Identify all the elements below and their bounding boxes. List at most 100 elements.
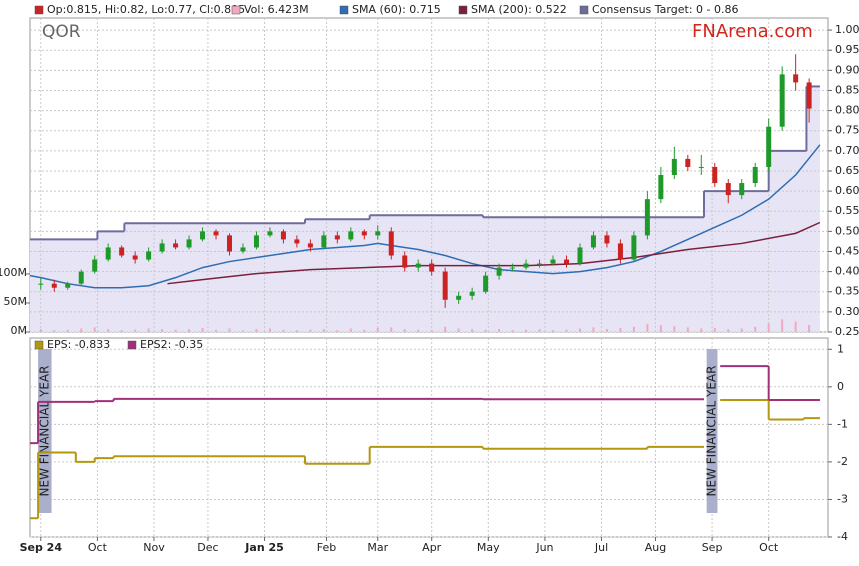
candle-body: [590, 235, 596, 248]
candle-body: [671, 158, 677, 175]
volume-bar: [565, 329, 568, 332]
volume-bar: [390, 327, 393, 332]
candle-body: [146, 251, 152, 260]
volume-bar: [39, 329, 42, 332]
volume-bar: [619, 327, 622, 332]
volume-bar: [363, 329, 366, 332]
y-tick-label: 1: [837, 342, 844, 355]
volume-bar: [403, 329, 406, 332]
volume-bar: [552, 330, 555, 332]
y-tick-label: 0.25: [835, 325, 859, 338]
candle-body: [415, 263, 421, 268]
y-tick-label: 0.45: [835, 244, 859, 257]
candle-body: [213, 231, 219, 236]
consensus-fill: [30, 86, 820, 332]
x-tick-label: Sep: [702, 541, 723, 554]
candle-body: [510, 267, 516, 269]
volume-bar: [241, 330, 244, 332]
legend-swatch: [231, 5, 241, 15]
y-tick-label: -2: [837, 455, 848, 468]
y-tick-label: 0.80: [835, 104, 859, 117]
volume-bar: [659, 325, 662, 332]
legend-swatch: [339, 5, 349, 15]
candle-body: [631, 235, 637, 260]
volume-bar: [767, 323, 770, 332]
eps-panel: [29, 337, 829, 538]
volume-bar: [444, 326, 447, 332]
x-tick-label: Jun: [535, 541, 553, 554]
candle-body: [267, 231, 273, 236]
volume-bar: [794, 321, 797, 332]
x-tick-label: Oct: [88, 541, 108, 554]
brand: FNArena.com: [692, 21, 813, 42]
candle-body: [537, 263, 543, 265]
annotation-text: NEW FINANCIAL YEAR: [705, 366, 719, 497]
x-tick-label: Feb: [317, 541, 336, 554]
volume-bar: [740, 328, 743, 332]
volume-bar: [457, 328, 460, 332]
x-tick-label: Jul: [594, 541, 608, 554]
candle-body: [186, 239, 192, 248]
candle-body: [38, 283, 44, 285]
candle-body: [739, 183, 745, 196]
x-tick-label: Mar: [367, 541, 388, 554]
volume-bar: [268, 328, 271, 332]
volume-bar: [578, 328, 581, 332]
candle-body: [698, 166, 704, 168]
volume-bar: [713, 327, 716, 332]
y-tick-label: 0.85: [835, 83, 859, 96]
y-tick-label: 0.30: [835, 305, 859, 318]
volume-bar: [295, 330, 298, 332]
candle-body: [159, 243, 165, 252]
volume-bar: [471, 329, 474, 332]
volume-bar: [686, 327, 689, 332]
legend-label: Vol: 6.423M: [244, 3, 309, 16]
candle-body: [766, 126, 772, 167]
volume-bar: [727, 329, 730, 332]
volume-bar: [282, 329, 285, 332]
candle-body: [92, 259, 98, 272]
candle-body: [65, 283, 71, 288]
x-tick-label: Nov: [143, 541, 165, 554]
candle-body: [658, 175, 664, 200]
volume-bar: [525, 329, 528, 332]
candle-body: [280, 231, 286, 240]
legend-label: SMA (200): 0.522: [471, 3, 567, 16]
x-tick-label: Jan 25: [244, 541, 283, 554]
candle-body: [294, 239, 300, 244]
x-tick-label: Apr: [422, 541, 442, 554]
y-tick-label: 0.55: [835, 204, 859, 217]
volume-bar: [605, 329, 608, 332]
legend-label: EPS2: -0.35: [140, 338, 203, 351]
volume-bar: [93, 327, 96, 332]
legend-swatch: [127, 340, 137, 350]
volume-bar: [322, 329, 325, 332]
y-tick-label: -1: [837, 417, 848, 430]
candle-body: [119, 247, 125, 256]
candle-body: [712, 166, 718, 184]
y-tick-label: 0.65: [835, 164, 859, 177]
volume-bar: [498, 329, 501, 332]
candle-body: [550, 259, 556, 264]
candle-body: [806, 82, 812, 109]
candle-body: [469, 291, 475, 296]
y-tick-label: 0.70: [835, 144, 859, 157]
volume-bar: [161, 329, 164, 332]
legend-label: EPS: -0.833: [47, 338, 110, 351]
volume-bar: [215, 329, 218, 332]
candle-body: [348, 231, 354, 240]
volume-bar: [646, 323, 649, 332]
candle-body: [725, 183, 731, 196]
legend-swatch: [34, 340, 44, 350]
candle-body: [617, 243, 623, 260]
legend-swatch: [579, 5, 589, 15]
legend-swatch: [34, 5, 44, 15]
volume-bar: [201, 327, 204, 332]
volume-bar: [754, 326, 757, 332]
volume-bar: [188, 329, 191, 332]
candle-body: [78, 271, 84, 284]
y-tick-label: 0.50: [835, 224, 859, 237]
y2-tick-label: 100M: [0, 266, 27, 279]
y-tick-label: 1.00: [835, 23, 859, 36]
